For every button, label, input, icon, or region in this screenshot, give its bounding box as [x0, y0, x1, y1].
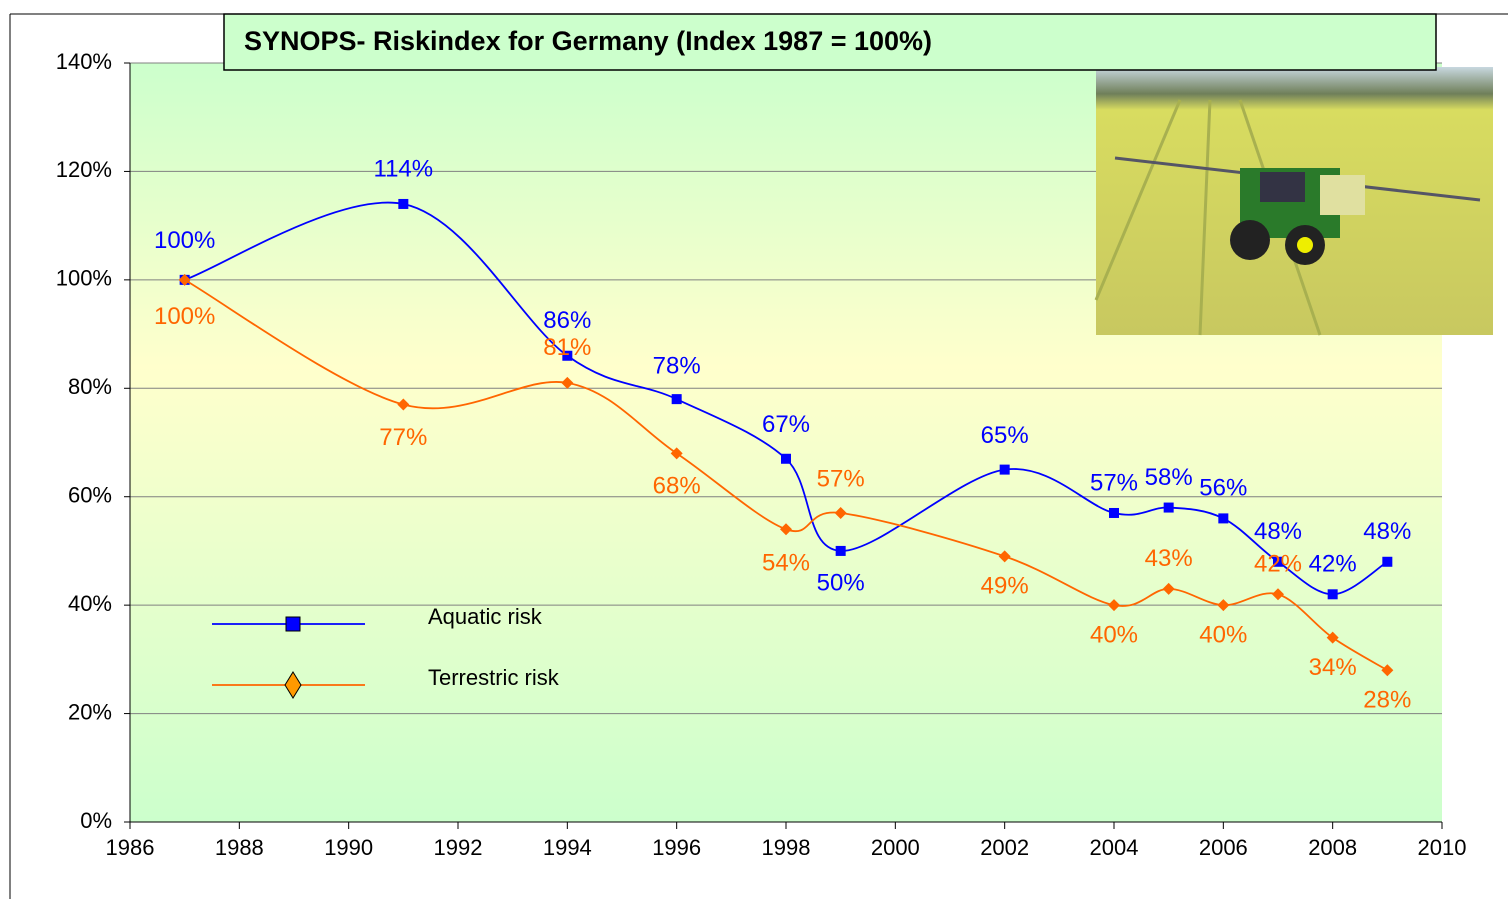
data-label: 100%	[154, 303, 215, 330]
x-tick-label: 1988	[215, 835, 264, 860]
data-label: 49%	[981, 573, 1029, 600]
x-tick-label: 1996	[652, 835, 701, 860]
data-label: 48%	[1254, 518, 1302, 545]
y-tick-label: 120%	[56, 157, 112, 182]
marker	[1000, 465, 1010, 475]
x-tick-label: 1994	[543, 835, 592, 860]
x-tick-label: 1986	[106, 835, 155, 860]
marker	[1109, 508, 1119, 518]
data-label: 28%	[1363, 687, 1411, 714]
data-label: 57%	[1090, 469, 1138, 496]
data-label: 50%	[817, 569, 865, 596]
x-tick-label: 2004	[1090, 835, 1139, 860]
data-label: 100%	[154, 227, 215, 254]
data-label: 42%	[1309, 551, 1357, 578]
y-tick-label: 60%	[68, 483, 112, 508]
marker	[672, 394, 682, 404]
data-label: 58%	[1145, 464, 1193, 491]
data-label: 81%	[543, 334, 591, 361]
x-tick-label: 2010	[1418, 835, 1467, 860]
legend-label: Terrestric risk	[428, 665, 560, 690]
x-tick-label: 2000	[871, 835, 920, 860]
data-label: 78%	[653, 352, 701, 379]
marker	[398, 199, 408, 209]
data-label: 77%	[379, 424, 427, 451]
chart: 100%114%86%78%67%50%65%57%58%56%48%42%48…	[0, 0, 1508, 899]
legend-marker	[286, 617, 300, 631]
data-label: 34%	[1309, 654, 1357, 681]
x-tick-label: 1990	[324, 835, 373, 860]
legend-label: Aquatic risk	[428, 604, 543, 629]
data-label: 54%	[762, 550, 810, 577]
data-label: 56%	[1199, 475, 1247, 502]
x-tick-label: 2008	[1308, 835, 1357, 860]
photo	[1096, 67, 1493, 335]
y-tick-label: 40%	[68, 591, 112, 616]
marker	[1382, 557, 1392, 567]
data-label: 42%	[1254, 551, 1302, 578]
y-tick-label: 80%	[68, 374, 112, 399]
data-label: 68%	[653, 473, 701, 500]
marker	[1164, 503, 1174, 513]
y-tick-label: 100%	[56, 266, 112, 291]
marker	[1328, 589, 1338, 599]
data-label: 43%	[1145, 545, 1193, 572]
data-label: 114%	[374, 155, 434, 182]
data-label: 86%	[543, 307, 591, 334]
marker	[1218, 513, 1228, 523]
data-label: 48%	[1363, 518, 1411, 545]
y-tick-label: 20%	[68, 699, 112, 724]
x-tick-label: 1992	[434, 835, 483, 860]
data-label: 65%	[981, 422, 1029, 449]
x-tick-label: 1998	[762, 835, 811, 860]
data-label: 40%	[1090, 621, 1138, 648]
data-label: 57%	[817, 465, 865, 492]
x-tick-label: 2002	[980, 835, 1029, 860]
x-tick-label: 2006	[1199, 835, 1248, 860]
marker	[781, 454, 791, 464]
y-tick-label: 0%	[80, 808, 112, 833]
y-tick-label: 140%	[56, 49, 112, 74]
data-label: 67%	[762, 411, 810, 438]
chart-title: SYNOPS- Riskindex for Germany (Index 198…	[244, 26, 932, 56]
data-label: 40%	[1199, 621, 1247, 648]
marker	[836, 546, 846, 556]
